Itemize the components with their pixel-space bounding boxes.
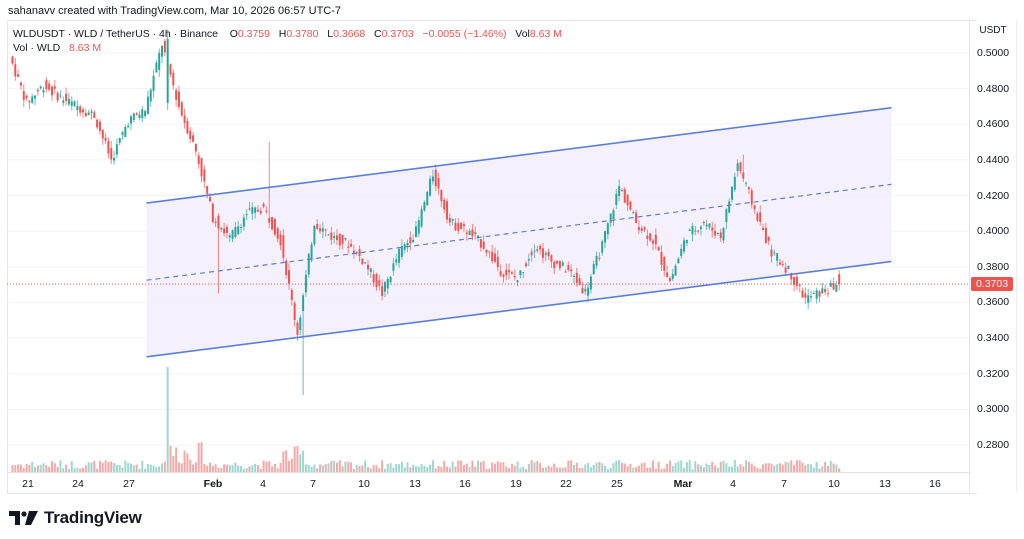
- time-tick: 19: [510, 478, 522, 490]
- channel-upper-line[interactable]: [146, 106, 892, 204]
- symbol-title[interactable]: WLDUSDT · WLD / TetherUS · 4h · Binance: [13, 28, 219, 40]
- time-tick: 16: [929, 478, 941, 490]
- candles: [11, 29, 841, 396]
- close-value: 0.3703: [381, 28, 414, 40]
- time-tick: 13: [879, 478, 891, 490]
- ohlc-row: WLDUSDT · WLD / TetherUS · 4h · Binance …: [13, 27, 562, 41]
- price-tick: 0.5000: [977, 47, 1010, 59]
- price-pane[interactable]: [7, 20, 969, 472]
- price-tick: 0.3400: [977, 332, 1010, 345]
- high-label: H: [278, 28, 287, 40]
- price-tick: 0.3200: [977, 367, 1010, 380]
- parallel-channel-fill: [146, 107, 892, 357]
- price-tick: 0.3800: [977, 260, 1010, 273]
- vol-label: Vol: [515, 28, 530, 40]
- close-label: C: [373, 28, 382, 40]
- vol-value: 8.63 M: [529, 28, 563, 40]
- low-value: 0.3668: [333, 28, 366, 40]
- price-tick: 0.3600: [977, 296, 1010, 309]
- time-tick: 10: [358, 478, 370, 490]
- volume-bars: [11, 367, 841, 472]
- price-tick: 0.4400: [977, 153, 1010, 166]
- tradingview-logo[interactable]: TradingView: [9, 508, 142, 528]
- chart-credit: sahanavv created with TradingView.com, M…: [8, 5, 342, 17]
- price-tick: 0.3000: [977, 403, 1010, 416]
- chart-legend: WLDUSDT · WLD / TetherUS · 4h · Binance …: [13, 27, 562, 55]
- price-tick: 0.2800: [977, 439, 1010, 452]
- price-tick: 0.4000: [977, 225, 1010, 238]
- price-axis[interactable]: USDT 0.5000 0.4800 0.4600 0.4400 0.4200 0.400…: [969, 20, 1017, 492]
- channel-middle-line[interactable]: [146, 183, 892, 281]
- last-price-label: 0.3703: [971, 277, 1013, 292]
- price-axis-unit[interactable]: USDT: [979, 25, 1007, 36]
- price-tick: 0.4600: [977, 118, 1010, 131]
- price-tick: 0.4200: [977, 189, 1010, 202]
- candlestick-chart[interactable]: [7, 20, 969, 472]
- low-label: L: [327, 28, 334, 40]
- tradingview-logo-icon: [9, 511, 38, 525]
- volume-indicator-title[interactable]: Vol · WLD: [13, 42, 61, 54]
- time-tick: 27: [123, 478, 135, 490]
- time-axis[interactable]: 21 24 27 Feb 4 7 10 13 16 19 22 25 Mar 4 7 10 13 16: [7, 472, 969, 493]
- chart-frame: [7, 20, 977, 494]
- time-tick: 10: [828, 478, 840, 490]
- volume-row: Vol · WLD 8.63 M: [13, 41, 562, 55]
- open-label: O: [229, 28, 238, 40]
- high-value: 0.3780: [286, 28, 319, 40]
- price-tick: 0.4800: [977, 82, 1010, 95]
- time-tick: 24: [72, 478, 84, 490]
- volume-indicator-value: 8.63 M: [69, 42, 102, 54]
- time-tick: 7: [310, 478, 316, 490]
- time-tick: 21: [22, 478, 34, 490]
- time-tick: Mar: [673, 478, 693, 490]
- time-tick: 4: [260, 478, 266, 490]
- channel-lower-line[interactable]: [146, 260, 892, 358]
- time-tick: 16: [459, 478, 471, 490]
- tradingview-wordmark: TradingView: [44, 508, 142, 527]
- change-value: −0.0055 (−1.46%): [422, 28, 507, 40]
- time-tick: 13: [409, 478, 421, 490]
- time-tick: Feb: [203, 478, 223, 490]
- time-tick: 25: [611, 478, 623, 490]
- open-value: 0.3759: [237, 28, 270, 40]
- time-tick: 4: [730, 478, 736, 490]
- time-tick: 7: [781, 478, 787, 490]
- time-tick: 22: [560, 478, 572, 490]
